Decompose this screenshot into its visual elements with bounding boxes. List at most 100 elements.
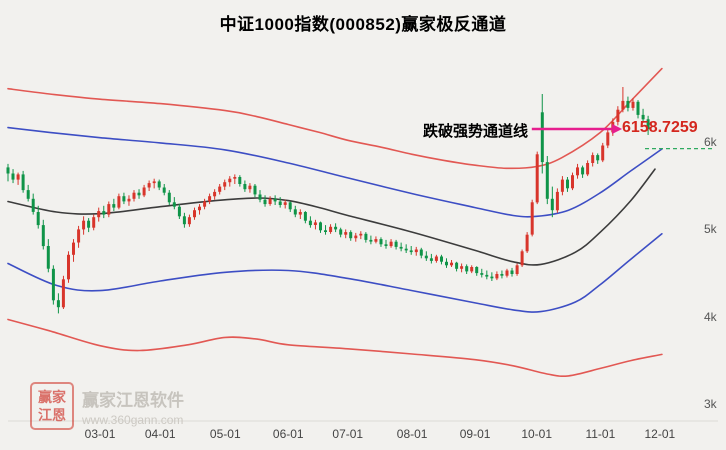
- candle: [369, 235, 373, 245]
- candle: [36, 205, 40, 229]
- candle: [475, 266, 479, 276]
- candle: [389, 239, 393, 248]
- candle: [283, 199, 287, 209]
- breakdown-annotation-text: 跌破强势通道线: [422, 123, 528, 140]
- candle: [102, 205, 106, 219]
- candle: [208, 193, 212, 205]
- candle: [495, 271, 499, 281]
- candle: [465, 264, 469, 274]
- x-axis: 03-01 04-01 05-01 06-01 07-01 08-01 09-01 10-01…: [0, 427, 726, 445]
- candle: [445, 258, 448, 268]
- candle: [313, 219, 317, 230]
- candle: [218, 184, 222, 195]
- channel-line-lower-inner-blue: [7, 233, 663, 313]
- candle: [31, 193, 35, 215]
- candle: [228, 176, 232, 187]
- candle: [455, 261, 459, 272]
- candle: [51, 265, 55, 305]
- candle: [97, 207, 101, 222]
- candle: [16, 172, 20, 185]
- candle: [77, 225, 81, 248]
- candle: [480, 268, 484, 278]
- candle: [601, 142, 605, 163]
- candle: [374, 236, 378, 244]
- candle: [429, 253, 433, 264]
- candle: [581, 165, 585, 178]
- seal-text-top: 赢家: [38, 388, 66, 405]
- candle: [621, 87, 625, 113]
- candle: [409, 246, 413, 255]
- candle: [243, 180, 247, 192]
- channel-line-middle-black: [7, 168, 656, 266]
- candle: [6, 163, 10, 182]
- candle: [566, 177, 569, 192]
- candle: [626, 96, 630, 112]
- candle: [61, 275, 65, 309]
- candle: [112, 198, 116, 212]
- candle: [571, 172, 574, 191]
- candle: [11, 169, 15, 184]
- candle: [41, 219, 45, 250]
- candle: [339, 227, 343, 238]
- candle: [550, 186, 554, 218]
- candle: [122, 192, 126, 205]
- candle: [137, 189, 141, 199]
- candle: [424, 251, 428, 261]
- watermark-seal-logo: 赢家 江恩: [30, 382, 74, 430]
- candle: [535, 151, 539, 205]
- candle: [263, 195, 267, 207]
- channel-line-lower-outer-red: [7, 318, 663, 378]
- candle: [329, 224, 333, 234]
- candle: [540, 94, 544, 174]
- candle: [273, 195, 277, 205]
- candle: [414, 246, 418, 256]
- watermark-name: 赢家江恩软件: [82, 390, 184, 410]
- candle: [596, 153, 600, 164]
- candle: [72, 239, 75, 262]
- candle: [319, 221, 322, 233]
- candle: [510, 267, 514, 277]
- x-tick-label: 06-01: [272, 427, 304, 441]
- candle: [308, 216, 312, 228]
- candle: [172, 197, 176, 210]
- x-tick-label: 07-01: [332, 427, 364, 441]
- candle: [82, 216, 86, 235]
- candle: [530, 199, 534, 237]
- candle: [198, 204, 201, 215]
- candle: [344, 229, 348, 239]
- candle: [253, 184, 257, 198]
- candle: [233, 174, 237, 184]
- candle: [303, 211, 307, 224]
- x-tick-label: 11-01: [585, 427, 616, 441]
- candle: [576, 163, 579, 179]
- candle: [298, 209, 302, 219]
- candle: [182, 212, 186, 228]
- x-tick-label: 03-01: [84, 427, 116, 441]
- candle: [364, 232, 368, 243]
- candle: [505, 268, 509, 278]
- candle: [187, 214, 191, 227]
- candle: [419, 247, 423, 259]
- annotation-arrow-head: [612, 124, 623, 134]
- candle: [404, 244, 408, 253]
- candle: [324, 225, 327, 235]
- candle: [213, 189, 217, 200]
- candle: [147, 180, 151, 191]
- candle: [434, 254, 438, 263]
- candle: [606, 129, 610, 149]
- candle: [152, 178, 156, 189]
- candle: [87, 218, 91, 233]
- candle: [142, 184, 146, 198]
- candle: [490, 272, 494, 281]
- candle: [167, 190, 171, 205]
- candle: [591, 152, 595, 167]
- candle: [46, 239, 50, 273]
- chart-title: 中证1000指数(000852)赢家极反通道: [219, 15, 507, 34]
- candle: [379, 237, 383, 247]
- candle: [223, 179, 227, 191]
- watermark-url: www.360gann.com: [82, 412, 184, 427]
- channel-line-upper-outer-red: [7, 67, 663, 170]
- candle: [67, 251, 70, 283]
